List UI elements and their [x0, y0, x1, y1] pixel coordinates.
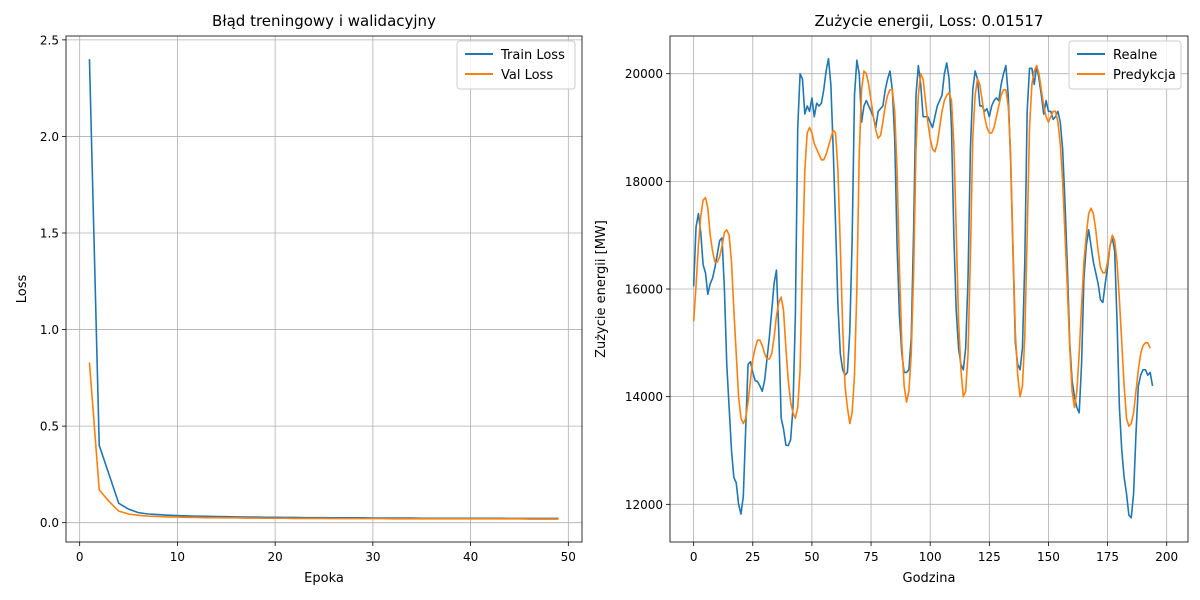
x-tick-label: 50: [561, 550, 576, 564]
y-tick-label: 1.5: [40, 226, 59, 240]
y-tick-label: 14000: [625, 390, 663, 404]
series-line-realne: [692, 57, 1154, 519]
x-tick-label: 25: [745, 550, 760, 564]
y-tick-label: 0.0: [40, 516, 59, 530]
x-tick-label: 30: [365, 550, 380, 564]
x-tick-label: 175: [1096, 550, 1119, 564]
y-tick-label: 18000: [625, 175, 663, 189]
x-tick-label: 150: [1037, 550, 1060, 564]
x-tick-label: 0: [690, 550, 698, 564]
chart-2: 0 25 50 75 100 125 150 175 200 12000 14000 16000 180…: [594, 12, 1189, 586]
x-tick-label: 40: [463, 550, 478, 564]
y-axis-label: Zużycie energii [MW]: [594, 220, 609, 358]
x-tick-label: 75: [863, 550, 878, 564]
y-tick-label: 16000: [625, 283, 663, 297]
y-tick-label: 12000: [625, 498, 663, 512]
x-axis-label: Epoka: [304, 571, 344, 586]
legend: Realne Predykcja: [1068, 40, 1182, 90]
x-tick-label: 20: [267, 550, 282, 564]
x-tick-label: 125: [978, 550, 1001, 564]
chart-1: 0 10 20 30 40 50 0.0 0.5 1.0 1.5 2.0 2.5 Błąd trenin…: [15, 12, 583, 586]
x-tick-label: 100: [919, 550, 942, 564]
legend-label: Realne: [1113, 48, 1157, 63]
y-tick-label: 0.5: [40, 420, 59, 434]
plot-frame: [669, 35, 1189, 543]
chart-title: Błąd treningowy i walidacyjny: [212, 12, 436, 30]
legend-label: Train Loss: [500, 48, 565, 63]
x-axis-label: Godzina: [903, 571, 956, 586]
x-tick-label: 200: [1155, 550, 1178, 564]
y-tick-label: 2.0: [40, 130, 59, 144]
legend-label: Val Loss: [501, 68, 553, 83]
chart-title: Zużycie energii, Loss: 0.01517: [815, 12, 1044, 30]
y-tick-label: 2.5: [40, 33, 59, 47]
series-line-predykcja: [692, 64, 1151, 428]
y-tick-label: 20000: [625, 67, 663, 81]
x-tick-label: 50: [804, 550, 819, 564]
plot-frame: [65, 35, 583, 543]
y-axis-label: Loss: [15, 275, 30, 304]
series-line-val-loss: [88, 362, 559, 520]
series-line-train-loss: [88, 59, 559, 520]
x-tick-label: 0: [76, 550, 84, 564]
legend: Train Loss Val Loss: [456, 40, 576, 90]
x-tick-label: 10: [170, 550, 185, 564]
legend-label: Predykcja: [1113, 68, 1176, 83]
y-tick-label: 1.0: [40, 323, 59, 337]
